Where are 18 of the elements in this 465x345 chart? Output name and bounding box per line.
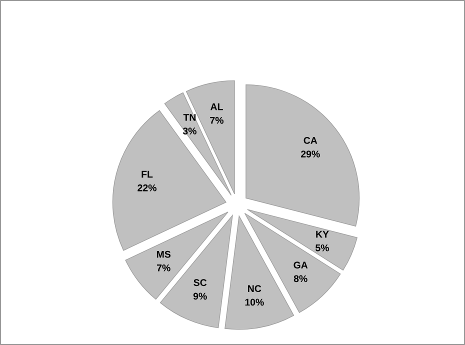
data-label: 5% [316, 244, 330, 252]
slice-label: GA [294, 262, 308, 269]
data-label: 9% [193, 292, 207, 300]
data-label: 7% [156, 264, 170, 272]
slice-label: KY [316, 230, 329, 238]
slice-label: CA [304, 136, 318, 144]
data-label: 29% [301, 150, 320, 158]
slice-label: TN [183, 114, 196, 121]
data-label: 8% [294, 275, 308, 282]
slice-label: FL [142, 170, 153, 178]
slice-label: NC [248, 285, 262, 292]
data-label: 22% [138, 184, 156, 192]
slice-label: SC [194, 279, 207, 286]
data-label: 10% [245, 298, 264, 306]
data-label: 7% [210, 116, 224, 124]
slice-label: AL [210, 103, 223, 110]
data-label: 3% [182, 128, 196, 134]
slice-label: MS [156, 250, 171, 258]
